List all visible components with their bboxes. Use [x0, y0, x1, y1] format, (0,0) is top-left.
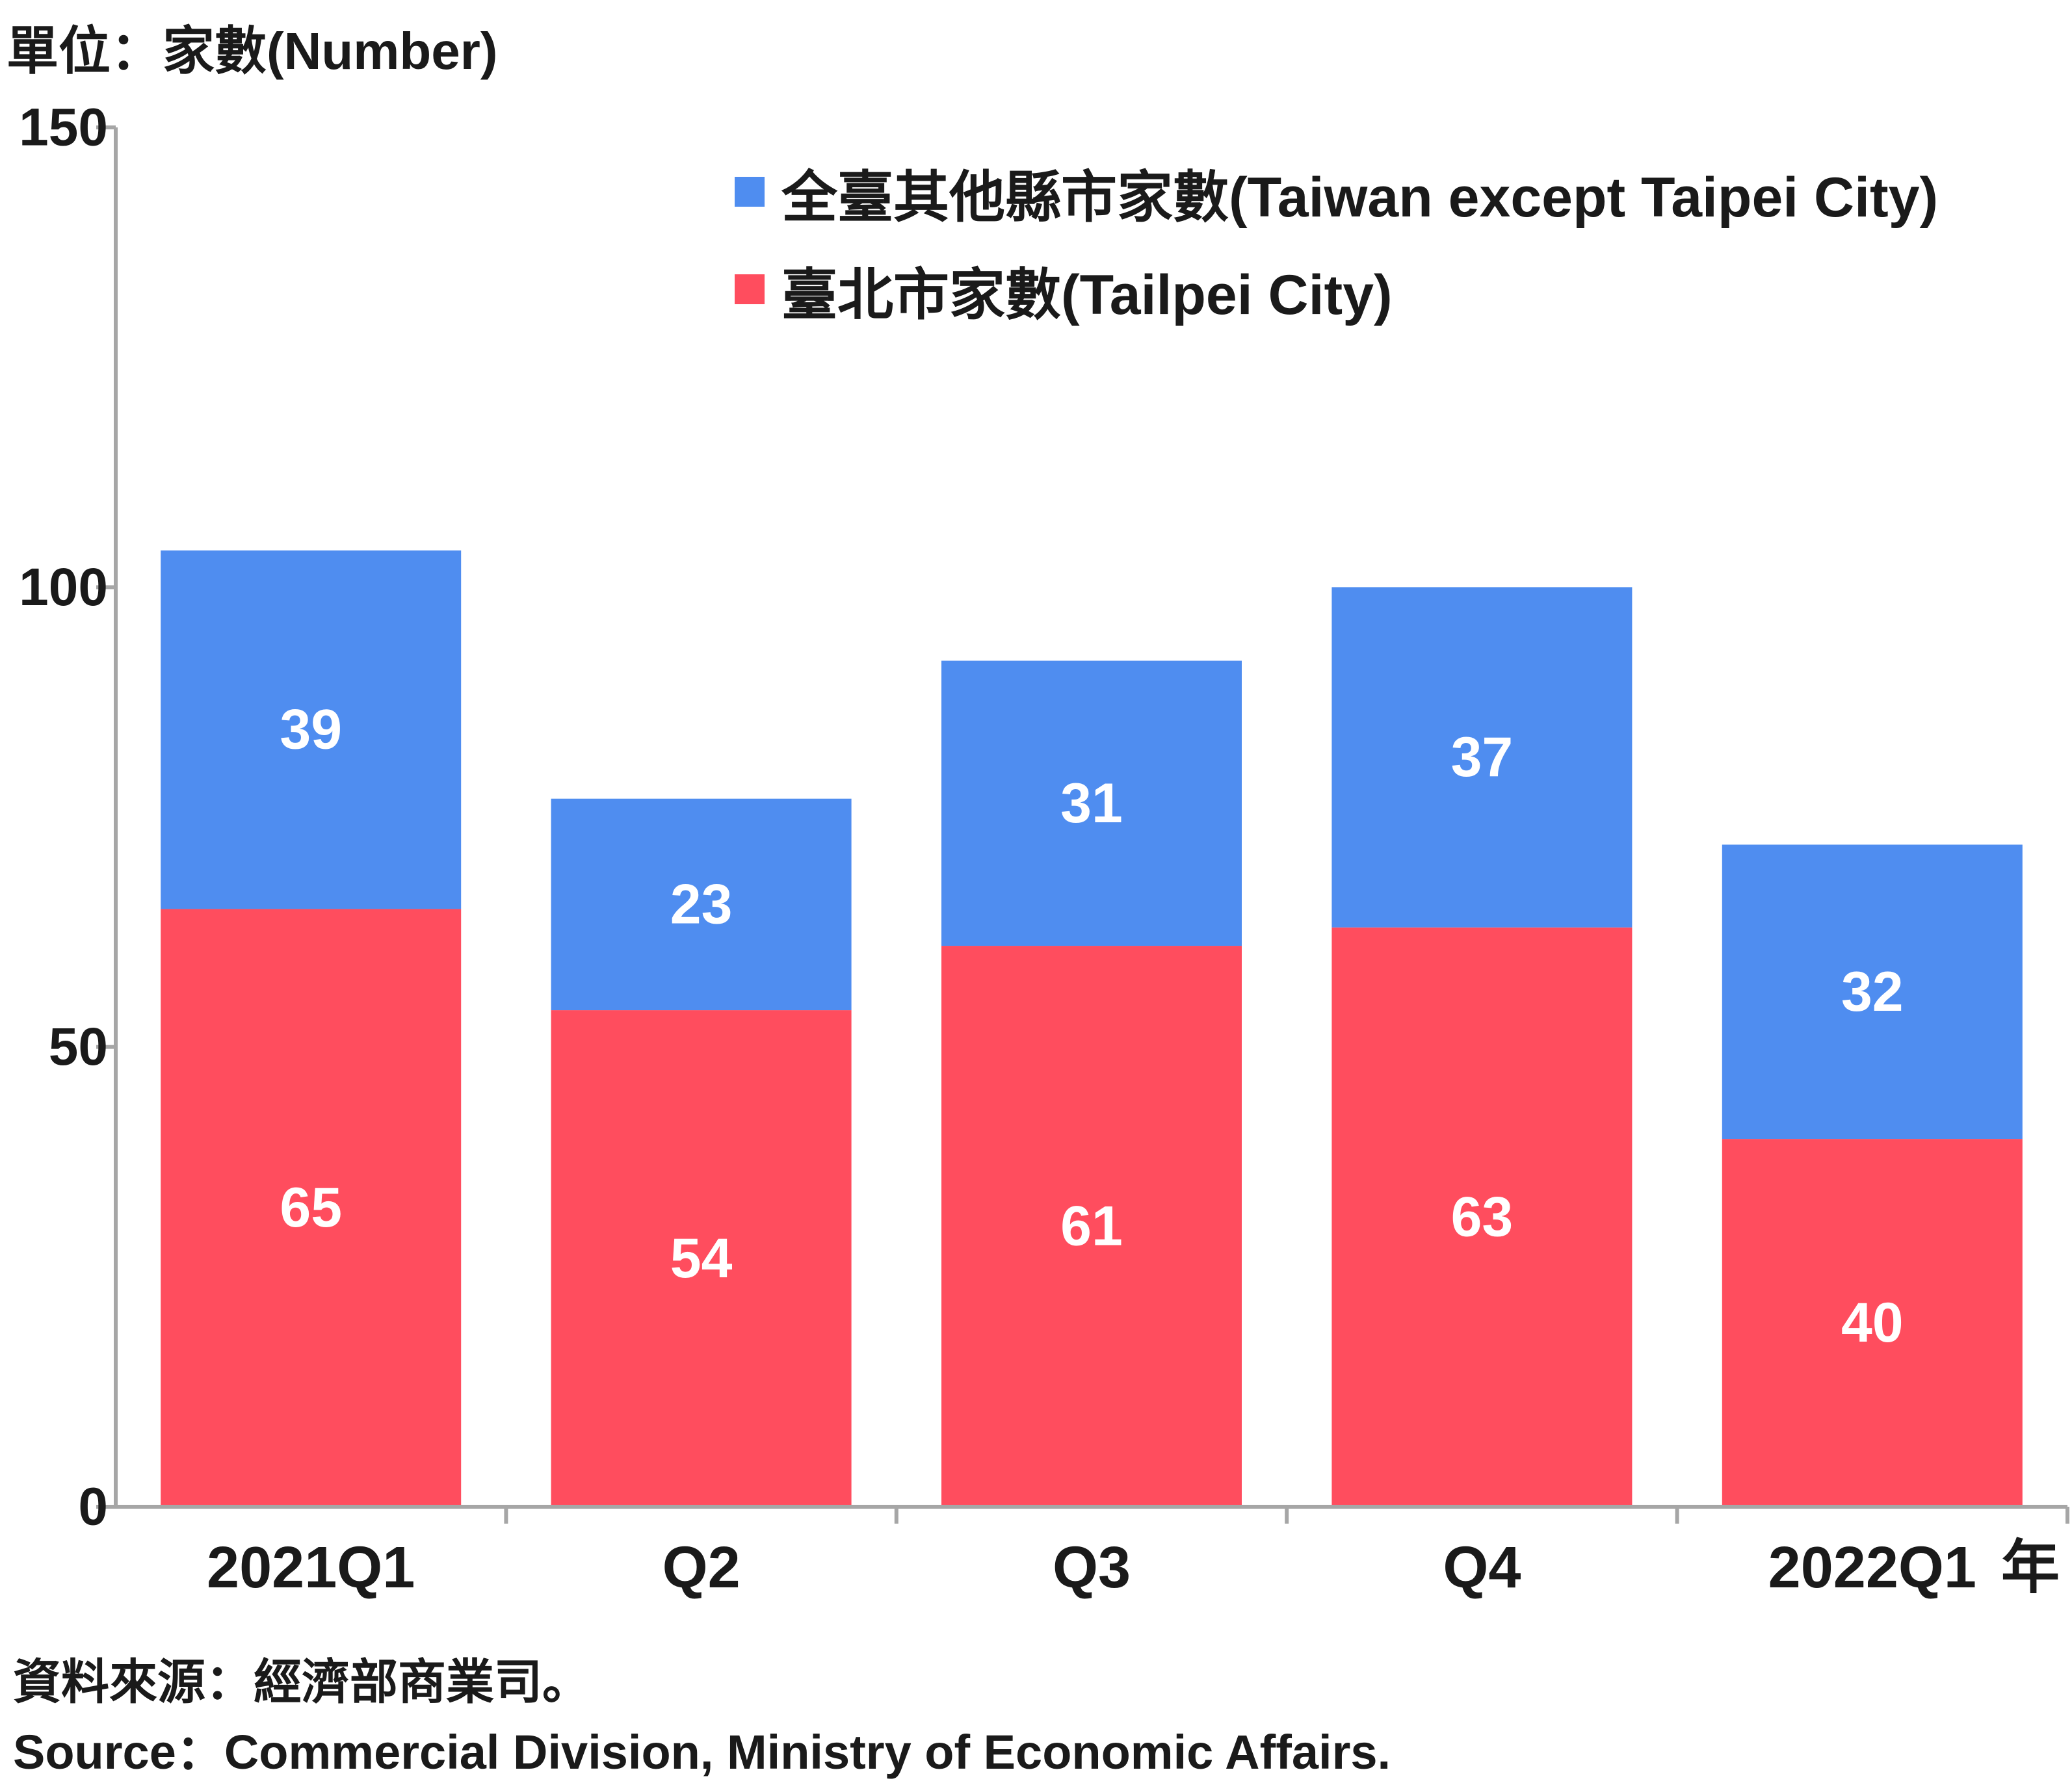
- legend-swatch-taipei: [735, 274, 765, 304]
- x-axis-unit-label: 年: [2001, 1535, 2060, 1600]
- bar-taipei-2: [941, 946, 1242, 1507]
- data-label-taipei-2: 61: [1060, 1195, 1123, 1258]
- x-tick-label-1: Q2: [662, 1535, 741, 1600]
- x-tick-label-2: Q3: [1053, 1535, 1131, 1600]
- bar-taiwan-other-2: [941, 660, 1242, 946]
- y-tick-label-100: 100: [19, 558, 108, 617]
- legend-swatch-taiwan-other: [735, 177, 765, 207]
- legend-item-taipei: 臺北市家數(Tailpei City): [735, 241, 1938, 338]
- data-label-taipei-4: 40: [1841, 1292, 1904, 1354]
- bar-taiwan-other-1: [551, 798, 852, 1011]
- y-tick-label-50: 50: [49, 1017, 108, 1076]
- x-tick-label-4: 2022Q1: [1768, 1535, 1976, 1600]
- bars-layer: [161, 550, 2023, 1507]
- bar-taipei-1: [551, 1010, 852, 1507]
- legend-label-taiwan-other: 全臺其他縣市家數(Taiwan except Taipei City): [781, 166, 1939, 229]
- bar-taipei-3: [1331, 927, 1633, 1507]
- stacked-bar-chart: 65 39 54 23 61 31 63 37 40 32 2021Q1 Q2 Q3 Q4 2022Q1 年…: [19, 98, 2069, 1600]
- legend-item-taiwan-other: 全臺其他縣市家數(Taiwan except Taipei City): [735, 143, 1938, 241]
- source-line-english: Source：Commercial Division, Ministry of …: [13, 1725, 1391, 1779]
- legend: 全臺其他縣市家數(Taiwan except Taipei City) 臺北市家…: [735, 143, 1938, 338]
- data-label-taiwan-other-0: 39: [280, 699, 342, 761]
- source-line-chinese: 資料來源：經濟部商業司。: [13, 1655, 590, 1709]
- bar-taipei-0: [161, 909, 462, 1507]
- bar-taiwan-other-4: [1722, 844, 2023, 1139]
- data-label-taipei-0: 65: [280, 1177, 342, 1239]
- bar-taiwan-other-0: [161, 550, 462, 909]
- x-tick-label-0: 2021Q1: [207, 1535, 415, 1600]
- data-label-taiwan-other-2: 31: [1060, 772, 1123, 835]
- axes-layer: 2021Q1 Q2 Q3 Q4 2022Q1 年 0 50 100 150: [19, 98, 2069, 1600]
- bar-taipei-4: [1722, 1139, 2023, 1507]
- legend-label-taipei: 臺北市家數(Tailpei City): [781, 263, 1393, 326]
- data-label-taiwan-other-4: 32: [1841, 961, 1904, 1023]
- data-label-taipei-1: 54: [670, 1227, 733, 1290]
- data-label-taipei-3: 63: [1451, 1186, 1514, 1248]
- data-labels-layer: 65 39 54 23 61 31 63 37 40 32: [280, 699, 1903, 1354]
- unit-label: 單位：家數(Number): [7, 22, 498, 80]
- data-label-taiwan-other-1: 23: [670, 873, 733, 935]
- bar-taiwan-other-3: [1331, 587, 1633, 928]
- y-tick-label-0: 0: [78, 1477, 108, 1537]
- x-tick-label-3: Q4: [1443, 1535, 1521, 1600]
- y-tick-label-150: 150: [19, 98, 108, 157]
- data-label-taiwan-other-3: 37: [1451, 726, 1514, 788]
